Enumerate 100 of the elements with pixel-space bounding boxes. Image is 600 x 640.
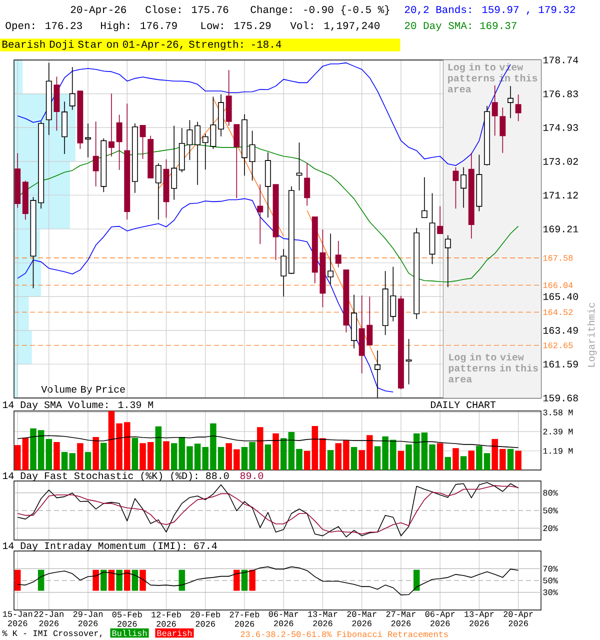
bar (452, 448, 459, 470)
x-tick-label: 29-Jan 2026 (73, 611, 103, 626)
candlestick (421, 176, 428, 218)
x-tick-label: 13-Mar 2026 (308, 611, 338, 626)
text: Vol: 1,197,240 (290, 21, 380, 31)
x-tick-label: 06-Mar 2026 (268, 611, 298, 626)
y-tick-label: 30% (543, 589, 558, 596)
y-tick-label: 173.02 (543, 158, 578, 165)
annotation: Log in to view patterns in this area (448, 353, 538, 382)
bar (92, 437, 99, 470)
bar (460, 456, 467, 470)
x-tick-label: 12-Feb 2026 (152, 611, 181, 627)
x-tick-label: 05-Feb 2026 (112, 611, 142, 627)
candlestick (257, 184, 264, 244)
y-tick-label: 3.58 M (543, 410, 573, 416)
y-tick-label: 161.59 (543, 360, 578, 368)
candlestick (406, 338, 412, 385)
candlestick (92, 121, 99, 187)
bar (257, 427, 264, 470)
candlestick (140, 125, 146, 160)
x-tick-label: 20-Feb 2026 (190, 611, 220, 627)
bar (100, 442, 107, 470)
bar (398, 450, 404, 470)
candlestick (444, 234, 451, 288)
y-tick-label: 80% (543, 490, 558, 496)
bar (170, 443, 178, 470)
candlestick (85, 123, 91, 158)
ref-line-label: 162.65 (543, 342, 573, 348)
candlestick (508, 86, 514, 119)
chart-title: 14 Day Intraday Momentum (IMI): 67.4 (2, 542, 217, 552)
ref-line-label: 167.58 (543, 255, 573, 261)
candlestick (280, 248, 287, 297)
y-tick-label: 20% (543, 525, 558, 532)
candlestick (304, 162, 310, 206)
bar (327, 450, 334, 470)
candlestick (69, 66, 76, 110)
y-tick-label: 70% (543, 566, 558, 572)
candlestick (452, 166, 459, 209)
ref-line-label: 164.52 (543, 309, 573, 316)
text: Change: -0.90 {-0.5 %} (250, 5, 390, 16)
x-tick-label: 27-Mar 2026 (386, 611, 416, 626)
text: 20-Apr-26 (70, 6, 126, 16)
bar (444, 456, 452, 470)
bar (77, 443, 84, 470)
ref-line-label: 166.04 (543, 282, 573, 288)
chart-title: 14 Day SMA Volume: 1.39 M (2, 400, 153, 410)
text: Bearish (157, 630, 192, 636)
y-tick-label: 174.93 (543, 124, 578, 131)
x-tick-label: 13-Apr 2026 (464, 611, 494, 626)
y-tick-label: 171.12 (543, 192, 578, 198)
x-tick-label: 20-Mar 2026 (347, 611, 376, 626)
text: Logarithmic (587, 302, 597, 367)
y-tick-label: 2.39 M (543, 428, 573, 434)
candlestick (328, 233, 334, 284)
candlestick (460, 166, 467, 208)
bar (280, 438, 287, 470)
candlestick (249, 130, 256, 181)
bar (304, 450, 310, 470)
candlestick (335, 240, 342, 268)
bar (155, 426, 162, 470)
bar (468, 450, 475, 470)
text: DAILY CHART (430, 401, 496, 408)
text: Low: 175.29 (201, 22, 271, 30)
text: Close: 175.76 (146, 5, 228, 14)
candlestick (171, 125, 178, 200)
y-tick-label: 178.74 (543, 56, 578, 64)
bar (84, 452, 92, 470)
text: Bullish (112, 630, 147, 636)
x-tick-label: 06-Apr 2026 (425, 611, 455, 626)
bar (132, 438, 138, 470)
candlestick (234, 124, 240, 199)
bar (14, 445, 21, 470)
y-tick-label: 159.68 (543, 394, 578, 402)
text: 20,2 Bands: 159.97 , 179.32 (404, 5, 576, 15)
text: 20 Day SMA: 169.37 (404, 22, 516, 32)
text: Open: 176.23 (6, 22, 82, 32)
bar (507, 448, 514, 470)
y-tick-label: 176.83 (543, 90, 578, 98)
y-tick-label: 50% (543, 578, 558, 584)
bar (22, 438, 29, 470)
y-tick-label: 165.40 (543, 293, 578, 300)
text: Volume By Price (41, 385, 125, 395)
x-tick-label: 22-Jan 2026 (34, 611, 64, 626)
y-tick-label: 163.49 (543, 327, 578, 334)
y-tick-label: 50% (543, 508, 558, 514)
y-tick-label: 1.19 M (543, 448, 573, 454)
x-tick-label: 27-Feb 2026 (230, 611, 260, 627)
bar (436, 443, 444, 470)
text: High: 176.79 (101, 21, 177, 32)
bar (272, 433, 279, 470)
candlestick (155, 162, 162, 220)
chart-title: Bearish Doji Star on 01-Apr-26, Strength: -18.4 (2, 40, 282, 50)
bar (350, 447, 358, 470)
legend-title: % K - IMI Crossover, (2, 630, 102, 638)
candlestick (194, 121, 201, 186)
chart-title: 14 Day Fast Stochastic (%K) (%D): 88.0 (2, 472, 229, 482)
bar (163, 441, 170, 470)
text: 23.6-38.2-50-61.8% Fibonacci Retracements (240, 630, 448, 638)
candlestick (515, 94, 522, 122)
candlestick (108, 93, 114, 158)
